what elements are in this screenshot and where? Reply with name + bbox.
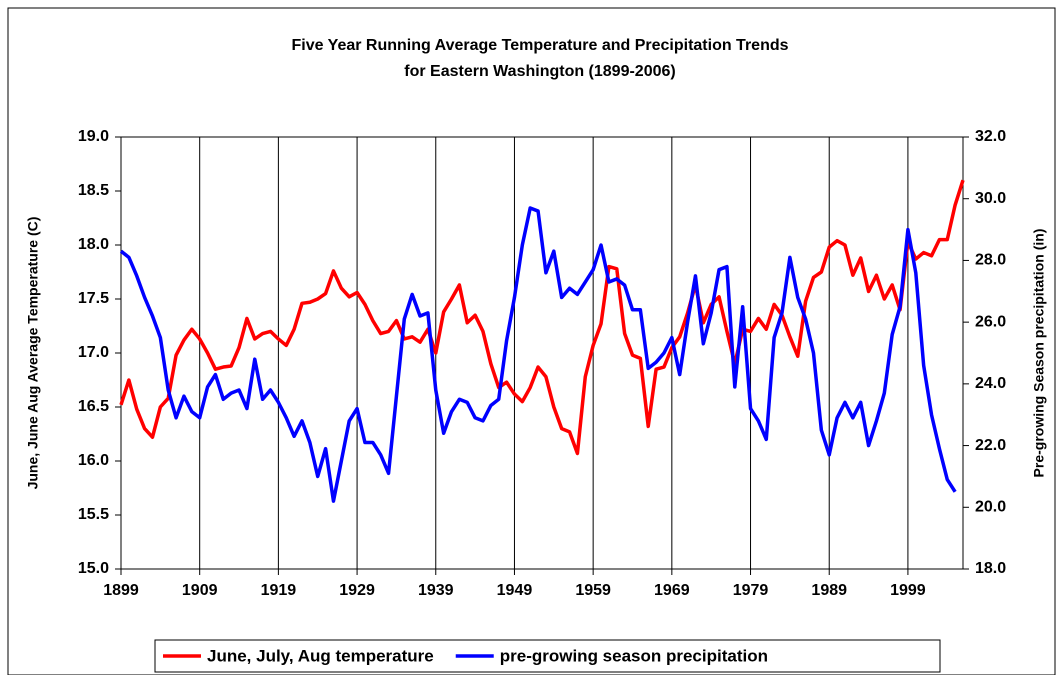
y2-tick-label: 22.0 [975,437,1006,454]
y-tick-label: 15.0 [78,560,109,577]
y2-tick-label: 18.0 [975,560,1006,577]
chart-title: Five Year Running Average Temperature an… [291,37,788,54]
legend-box [154,639,941,673]
y2-tick-label: 24.0 [975,375,1006,392]
x-tick-label: 1939 [418,582,454,599]
x-tick-label: 1969 [654,582,690,599]
y-axis-label: June, June Aug Average Temperature (C) [25,217,41,490]
x-tick-label: 1909 [182,582,218,599]
data-line [119,206,957,503]
y2-tick-label: 26.0 [975,313,1006,330]
y2-tick-label: 20.0 [975,499,1006,516]
x-tick-label: 1979 [733,582,769,599]
y2-tick-label: 32.0 [975,128,1006,145]
y-tick-label: 15.5 [78,506,109,523]
y-tick-label: 18.5 [78,182,109,199]
x-tick-label: 1899 [103,582,139,599]
y-tick-label: 17.0 [78,344,109,361]
data-line [119,179,965,456]
y-tick-label: 19.0 [78,128,109,145]
y2-tick-label: 30.0 [975,190,1006,207]
legend-label: pre-growing season precipitation [500,646,768,665]
x-tick-label: 1919 [261,582,297,599]
x-tick-label: 1949 [497,582,533,599]
x-tick-label: 1999 [890,582,926,599]
y-tick-label: 16.0 [78,452,109,469]
y-tick-label: 16.5 [78,398,109,415]
legend-label: June, July, Aug temperature [207,646,434,665]
x-tick-label: 1929 [339,582,375,599]
x-tick-label: 1959 [575,582,611,599]
y2-axis-label: Pre-growing Season precipitation (in) [1031,229,1047,478]
y2-tick-label: 28.0 [975,252,1006,269]
chart-title: for Eastern Washington (1899-2006) [404,63,675,80]
chart-frame [7,7,1056,675]
y-tick-label: 18.0 [78,236,109,253]
x-tick-label: 1989 [811,582,847,599]
y-tick-label: 17.5 [78,290,109,307]
